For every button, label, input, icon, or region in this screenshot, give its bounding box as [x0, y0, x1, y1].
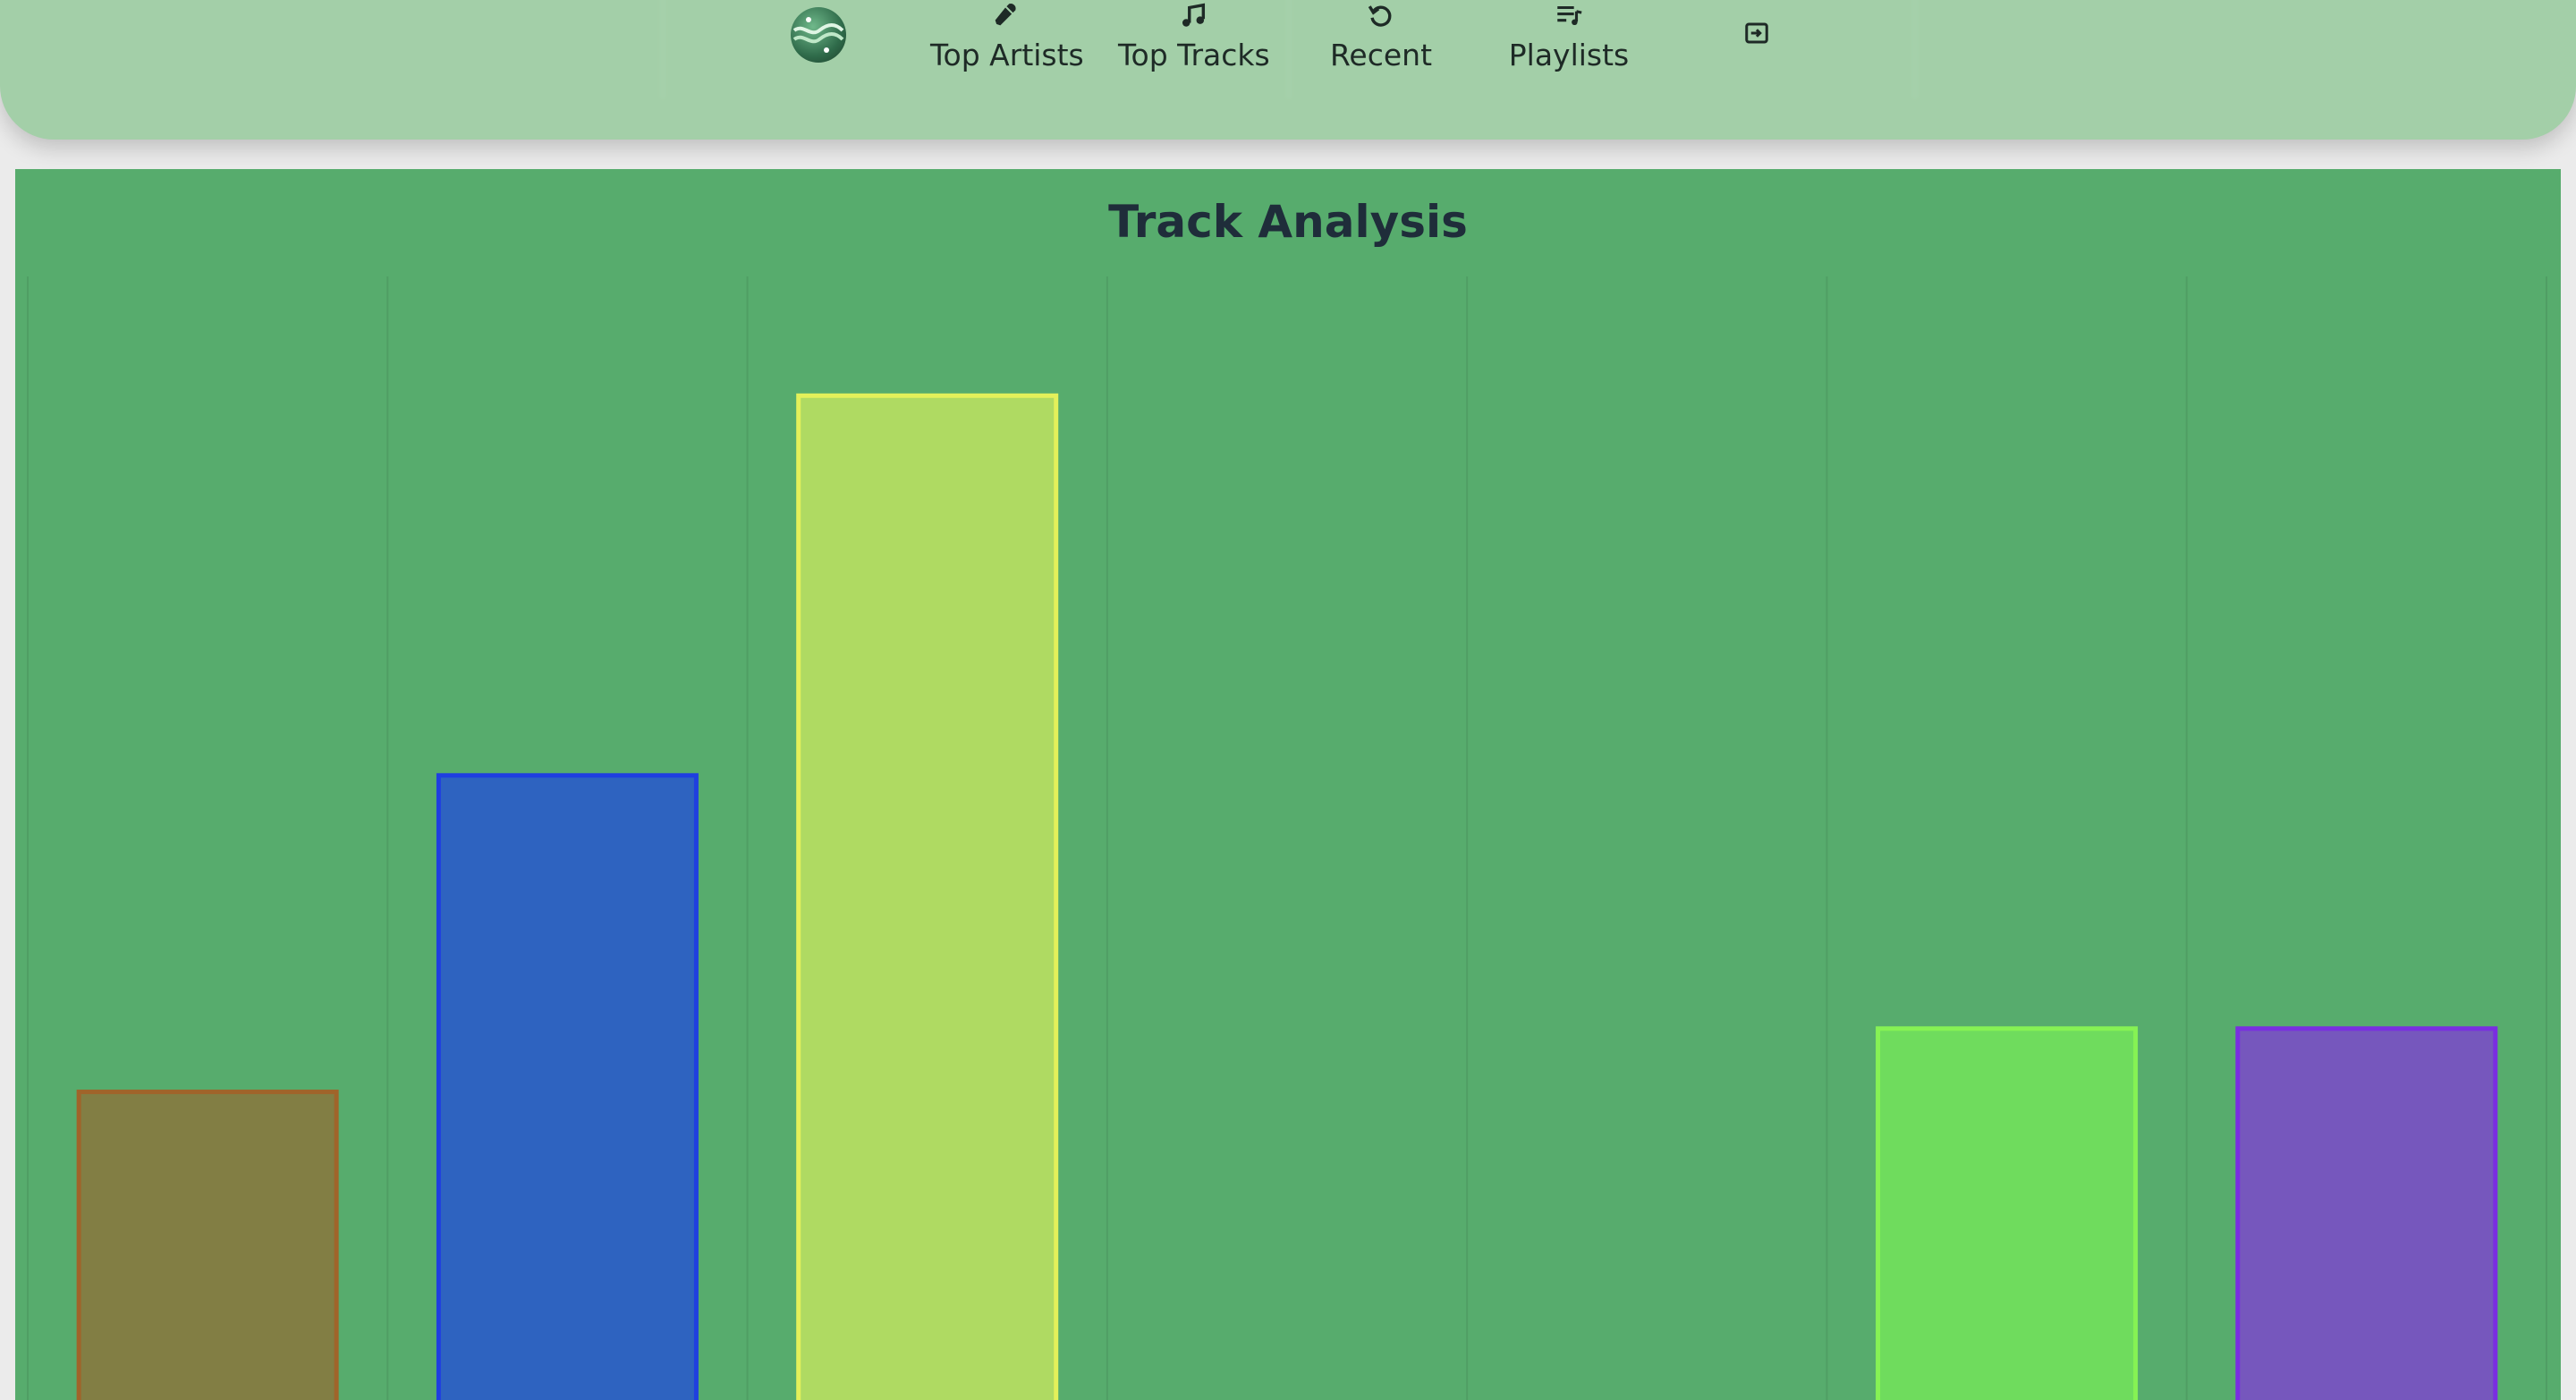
- nav-top-artists[interactable]: Top Artists: [930, 0, 1084, 72]
- logout-icon: [1745, 22, 1768, 44]
- logout-button[interactable]: [1743, 20, 1770, 47]
- nav-playlists-label: Playlists: [1508, 38, 1630, 72]
- chart-bar[interactable]: [76, 1090, 339, 1400]
- navbar-links: Top Artists Top Tracks Recent: [0, 0, 2576, 104]
- chart-bar[interactable]: [796, 393, 1059, 1400]
- track-analysis-panel: Track Analysis: [15, 169, 2561, 1400]
- navbar-backdrop-column: [1288, 0, 1916, 98]
- logo-wave-icon: [792, 17, 844, 53]
- chart-bar[interactable]: [1876, 1026, 2139, 1400]
- microphone-icon: [995, 3, 1016, 26]
- nav-top-tracks-label: Top Tracks: [1118, 38, 1270, 72]
- chart-bar[interactable]: [436, 773, 699, 1400]
- playlist-icon: [1557, 5, 1582, 26]
- nav-top-artists-label: Top Artists: [930, 38, 1084, 72]
- music-note-icon: [1182, 3, 1206, 27]
- navbar-backdrop-column: [36, 0, 664, 98]
- top-navbar: Top Artists Top Tracks Recent: [0, 0, 2576, 140]
- navbar-backdrop-column: [662, 0, 1290, 98]
- nav-playlists[interactable]: Playlists: [1494, 0, 1644, 72]
- app-logo[interactable]: [791, 7, 846, 63]
- chart-bar[interactable]: [2235, 1026, 2498, 1400]
- chart-title: Track Analysis: [1108, 196, 1468, 248]
- nav-recent-label: Recent: [1329, 38, 1433, 72]
- nav-recent[interactable]: Recent: [1306, 0, 1456, 72]
- navbar-blur-backdrop: [36, 0, 2540, 98]
- nav-top-tracks[interactable]: Top Tracks: [1118, 0, 1270, 72]
- bar-chart: [27, 276, 2547, 1400]
- history-icon: [1368, 5, 1392, 27]
